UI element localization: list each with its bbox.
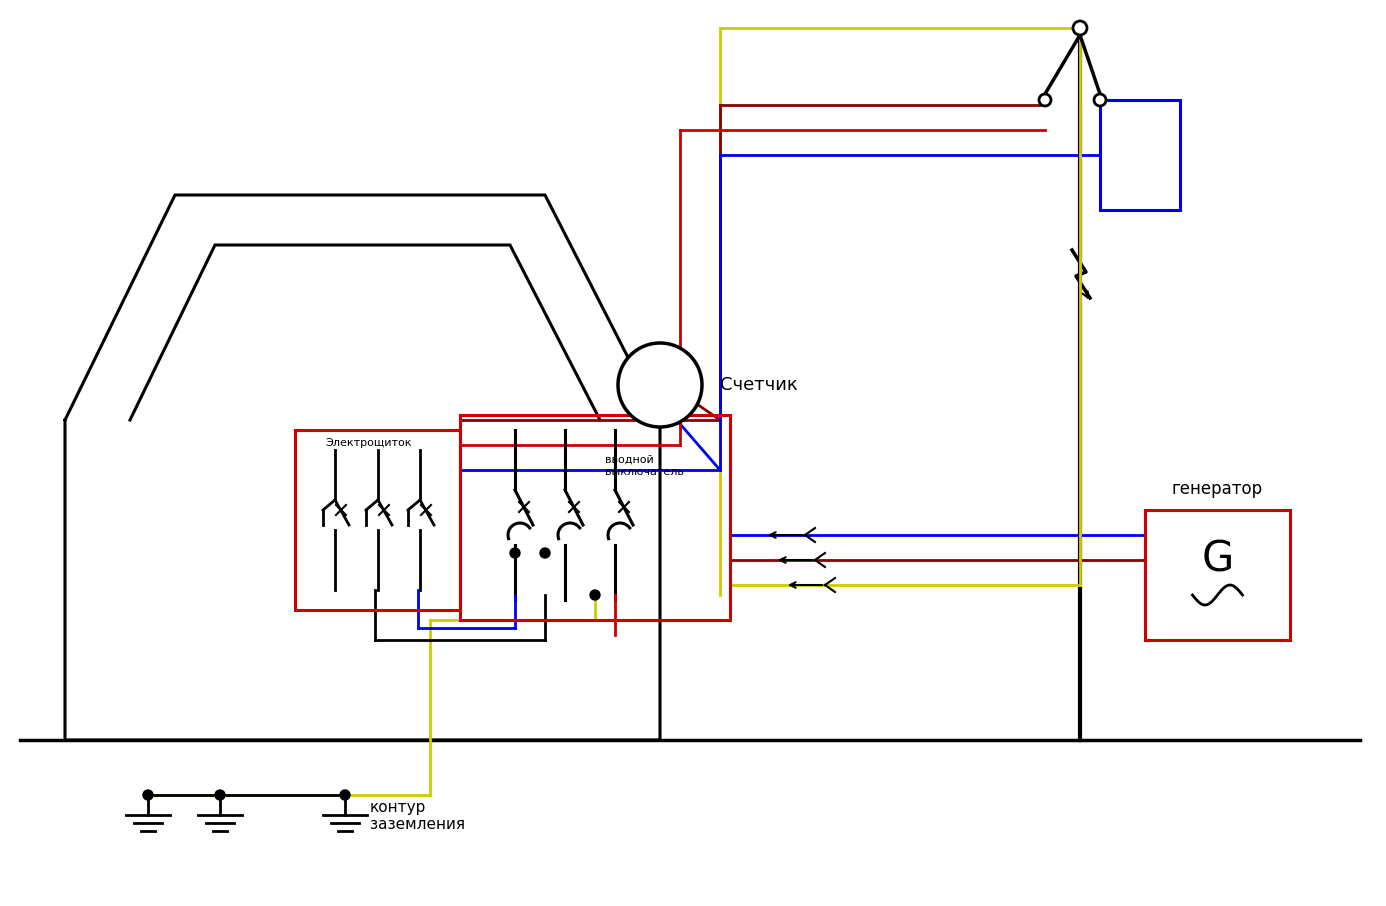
Bar [295, 430, 460, 610]
Circle shape [590, 590, 600, 600]
Circle shape [143, 790, 152, 800]
Text: вводной
выключатель: вводной выключатель [606, 455, 683, 477]
Text: контур
заземления: контур заземления [370, 800, 464, 833]
Circle shape [340, 790, 351, 800]
Text: Счетчик: Счетчик [719, 376, 798, 394]
Circle shape [1073, 21, 1087, 35]
Text: генератор: генератор [1173, 480, 1263, 498]
Circle shape [541, 548, 550, 558]
Bar [1145, 510, 1290, 640]
Circle shape [1040, 94, 1051, 106]
Text: Электрощиток: Электрощиток [324, 438, 412, 448]
Circle shape [215, 790, 225, 800]
Circle shape [618, 343, 701, 427]
Bar [1100, 100, 1179, 210]
Circle shape [1094, 94, 1106, 106]
Bar [460, 415, 730, 620]
Text: G: G [1202, 539, 1234, 581]
Circle shape [510, 548, 520, 558]
